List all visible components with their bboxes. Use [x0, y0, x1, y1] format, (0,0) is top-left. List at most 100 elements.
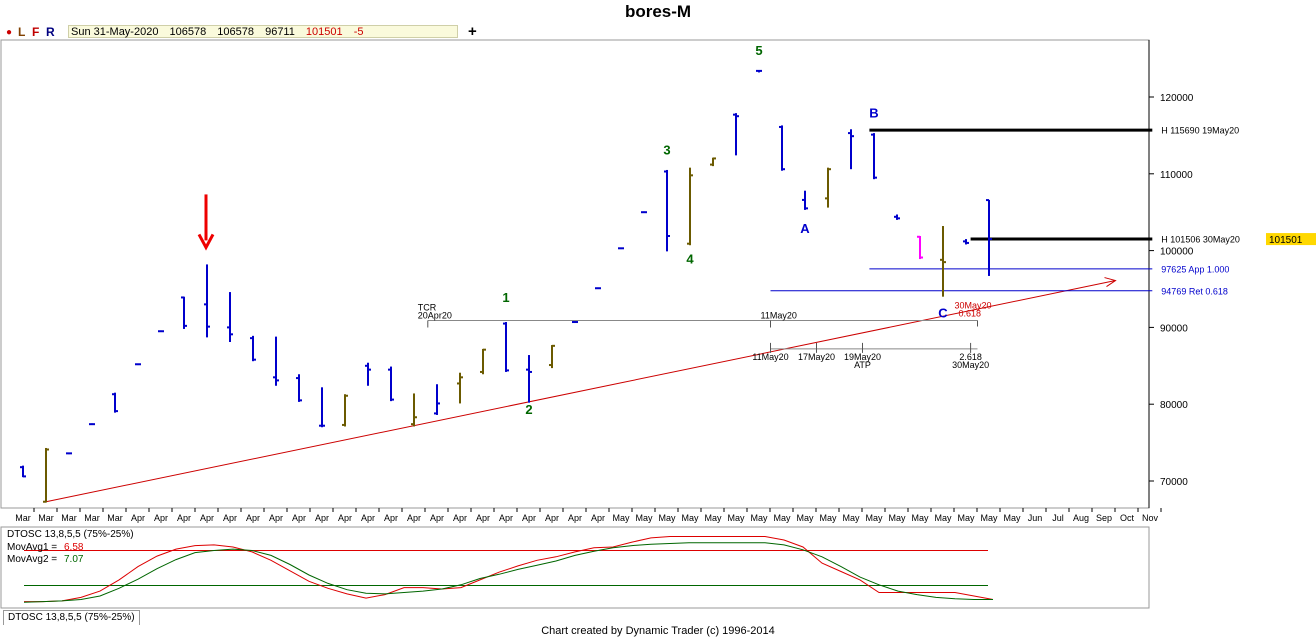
- last-price-label: 101501: [1269, 235, 1303, 246]
- quote-bar: Sun 31-May-2020 106578 106578 96711 1015…: [68, 25, 458, 38]
- credit-text: Chart created by Dynamic Trader (c) 1996…: [541, 625, 775, 637]
- x-tick-label: Apr: [200, 513, 214, 523]
- x-tick-label: Apr: [177, 513, 191, 523]
- x-tick-label: May: [957, 513, 975, 523]
- oscillator-series-value: 6.58: [64, 542, 84, 553]
- x-tick-label: Apr: [154, 513, 168, 523]
- tcr-date-label: 11May20: [761, 310, 797, 320]
- price-level-label: 94769 Ret 0.618: [1161, 286, 1228, 296]
- price-level-label: H 101506 30May20: [1161, 235, 1240, 245]
- x-tick-label: Apr: [269, 513, 283, 523]
- trendline: [45, 280, 1116, 503]
- x-tick-label: Nov: [1142, 513, 1159, 523]
- last-price-tag: [1266, 233, 1316, 246]
- x-tick-label: May: [727, 513, 745, 523]
- x-tick-label: May: [911, 513, 929, 523]
- x-tick-label: Mar: [38, 513, 54, 523]
- lines-button[interactable]: L: [18, 25, 26, 39]
- y-tick-label: 90000: [1160, 323, 1188, 334]
- ratio-date-label: 30May20: [955, 300, 992, 310]
- x-tick-label: Sep: [1096, 513, 1112, 523]
- record-dot-icon: ●: [6, 27, 13, 38]
- oscillator-series-line: [24, 536, 994, 603]
- x-tick-label: May: [888, 513, 906, 523]
- ratio-button[interactable]: R: [46, 25, 55, 39]
- x-tick-label: May: [819, 513, 837, 523]
- y-tick-label: 70000: [1160, 477, 1188, 488]
- oscillator-series-line: [23, 542, 993, 603]
- x-tick-label: May: [865, 513, 883, 523]
- quote-change: -5: [353, 26, 364, 38]
- quote-low: 96711: [265, 26, 295, 38]
- time-band-label: 17May20: [798, 352, 835, 362]
- trendline-arrowhead: [1104, 277, 1117, 287]
- price-level-label: 97625 App 1.000: [1161, 264, 1229, 274]
- x-tick-label: May: [773, 513, 791, 523]
- x-tick-label: Apr: [131, 513, 145, 523]
- wave-label: 4: [686, 252, 694, 267]
- tcr-date-label: 20Apr20: [418, 310, 452, 320]
- x-tick-label: May: [681, 513, 699, 523]
- time-band-label: 11May20: [752, 352, 788, 362]
- ratio-value-label: 0.618: [959, 308, 982, 318]
- x-tick-label: May: [750, 513, 768, 523]
- x-tick-label: Apr: [453, 513, 467, 523]
- oscillator-series-name: MovAvg2 =: [7, 554, 57, 565]
- x-tick-label: Jul: [1052, 513, 1064, 523]
- x-tick-label: Jun: [1028, 513, 1043, 523]
- wave-label: 2: [525, 402, 532, 417]
- x-tick-label: May: [1003, 513, 1021, 523]
- x-tick-label: Apr: [315, 513, 329, 523]
- quote-high: 106578: [217, 26, 255, 38]
- oscillator-title: DTOSC 13,8,5,5 (75%-25%): [7, 529, 134, 540]
- x-tick-label: Apr: [361, 513, 375, 523]
- x-tick-label: Aug: [1073, 513, 1089, 523]
- y-tick-label: 120000: [1160, 93, 1194, 104]
- x-tick-label: Mar: [61, 513, 77, 523]
- x-tick-label: Apr: [246, 513, 260, 523]
- x-tick-label: May: [658, 513, 676, 523]
- x-tick-label: Apr: [407, 513, 421, 523]
- y-tick-label: 110000: [1160, 170, 1193, 181]
- x-tick-label: May: [635, 513, 653, 523]
- y-tick-label: 80000: [1160, 400, 1188, 411]
- wave-label: B: [869, 106, 878, 121]
- time-band-label: ATP: [854, 360, 871, 370]
- x-tick-label: Apr: [499, 513, 513, 523]
- x-tick-label: Apr: [292, 513, 306, 523]
- x-tick-label: Mar: [84, 513, 100, 523]
- fib-button[interactable]: F: [32, 25, 40, 39]
- x-tick-label: May: [796, 513, 814, 523]
- x-tick-label: Apr: [568, 513, 582, 523]
- x-tick-label: Apr: [223, 513, 237, 523]
- x-tick-label: May: [612, 513, 630, 523]
- time-band-label: 19May20: [844, 352, 881, 362]
- indicator-tab[interactable]: DTOSC 13,8,5,5 (75%-25%): [3, 610, 140, 625]
- x-tick-label: May: [704, 513, 722, 523]
- add-icon[interactable]: +: [468, 23, 477, 40]
- x-tick-label: May: [934, 513, 952, 523]
- quote-close: 101501: [305, 26, 343, 38]
- oscillator-series-name: MovAvg1 =: [7, 542, 57, 553]
- price-panel-frame: [0, 39, 1150, 509]
- x-tick-label: Apr: [384, 513, 398, 523]
- x-tick-label: Apr: [545, 513, 559, 523]
- wave-label: 5: [755, 43, 762, 58]
- x-tick-label: Mar: [107, 513, 123, 523]
- oscillator-series-value: 7.07: [64, 554, 84, 565]
- x-tick-label: Mar: [15, 513, 31, 523]
- x-tick-label: May: [980, 513, 998, 523]
- chart-title: bores-M: [624, 2, 692, 21]
- x-tick-label: May: [842, 513, 860, 523]
- x-tick-label: Oct: [1120, 513, 1135, 523]
- toolbar: ● L F R Sun 31-May-2020 106578 106578 96…: [0, 23, 1316, 40]
- x-tick-label: Apr: [522, 513, 536, 523]
- x-tick-label: Apr: [338, 513, 352, 523]
- down-arrow-head: [197, 233, 215, 251]
- wave-label: C: [938, 305, 948, 320]
- wave-label: 3: [663, 143, 670, 158]
- tcr-label: TCR: [418, 302, 437, 312]
- y-tick-label: 100000: [1160, 247, 1194, 258]
- x-tick-label: Apr: [430, 513, 444, 523]
